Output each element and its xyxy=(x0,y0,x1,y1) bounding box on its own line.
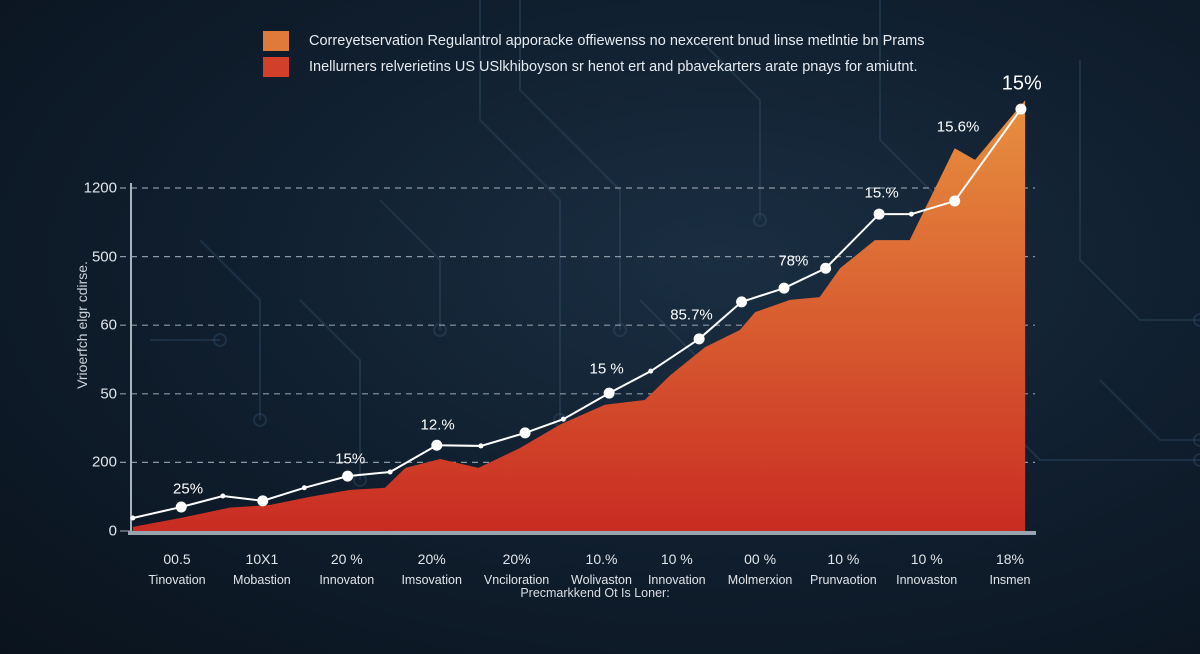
data-label: 15% xyxy=(1001,72,1042,95)
circuit-node xyxy=(213,333,227,347)
data-point xyxy=(693,333,705,345)
data-point xyxy=(820,262,832,274)
x-tick-label: 20% Vnciloration xyxy=(484,551,549,587)
x-tick-label: 18% Insmen xyxy=(990,551,1031,587)
x-tick-label: 10 % Innovaston xyxy=(896,551,957,587)
data-label: 12.% xyxy=(420,416,455,434)
data-point xyxy=(387,469,393,475)
data-label: 15.% xyxy=(864,184,899,202)
x-tick-label: 20% Imsovation xyxy=(401,551,461,587)
circuit-node xyxy=(433,323,447,337)
x-tick-value: 20% xyxy=(502,551,531,567)
x-tick-name: Innovation xyxy=(647,573,706,587)
circuit-trace xyxy=(379,199,441,330)
data-label: 15 % xyxy=(589,360,624,378)
y-tick-label: 60 xyxy=(100,316,117,334)
data-point xyxy=(908,211,914,217)
x-tick-name: Prunvaotion xyxy=(810,573,877,587)
x-tick-label: 00 % Molmerxion xyxy=(728,551,793,587)
data-point xyxy=(949,195,961,207)
x-tick-name: Innovaston xyxy=(896,573,958,587)
x-tick-label: 10.% Wolivaston xyxy=(571,551,632,587)
data-point xyxy=(648,368,654,374)
legend-swatch xyxy=(263,31,289,51)
area-series xyxy=(132,100,1026,531)
legend-item: Inellurners relverietins US USlkhiboyson… xyxy=(263,54,925,80)
circuit-node xyxy=(753,213,767,227)
data-point xyxy=(603,387,615,399)
data-label: 25% xyxy=(173,480,204,498)
y-tick-label: 0 xyxy=(108,522,117,540)
data-label: 15% xyxy=(335,450,366,468)
data-point xyxy=(342,470,354,482)
y-tick-label: 500 xyxy=(91,248,117,266)
data-point xyxy=(220,493,226,499)
x-tick-label: 10X1 Mobastion xyxy=(233,551,291,587)
x-tick-label: 20 % Innovaton xyxy=(319,551,374,587)
y-axis-title: Vrioerfch elgr cdirse. xyxy=(74,261,90,389)
x-tick-name: Insmen xyxy=(989,573,1031,587)
x-tick-value: 18% xyxy=(995,551,1025,567)
data-point xyxy=(431,439,443,451)
x-tick-name: Wolivaston xyxy=(571,573,632,587)
data-point xyxy=(519,427,531,439)
data-point xyxy=(873,208,885,220)
x-tick-value: 20% xyxy=(417,551,446,567)
legend-label: Correyetservation Regulantrol apporacke … xyxy=(309,33,925,49)
x-tick-name: Molmerxion xyxy=(727,573,793,587)
data-label: 85.7% xyxy=(670,306,713,324)
x-tick-name: Imsovation xyxy=(401,573,462,587)
x-tick-name: Tinovation xyxy=(148,573,206,587)
data-point xyxy=(478,443,484,449)
circuit-node xyxy=(1193,453,1200,467)
circuit-node xyxy=(1193,313,1200,327)
x-tick-value: 10.% xyxy=(585,551,618,567)
circuit-node xyxy=(253,413,267,427)
x-tick-value: 10 % xyxy=(910,551,943,567)
data-point xyxy=(560,416,566,422)
data-point xyxy=(175,501,187,513)
x-tick-name: Innovaton xyxy=(319,573,375,587)
circuit-trace xyxy=(299,299,361,480)
data-point xyxy=(1015,103,1027,115)
y-tick-label: 200 xyxy=(91,453,117,471)
circuit-trace xyxy=(519,0,621,330)
x-tick-label: 10 % Innovation xyxy=(648,551,706,587)
legend-label: Inellurners relverietins US USlkhiboyson… xyxy=(309,59,918,75)
legend-item: Correyetservation Regulantrol apporacke … xyxy=(263,28,925,54)
x-tick-value: 20 % xyxy=(330,551,363,567)
x-tick-label: 00.5 Tinovation xyxy=(148,551,205,587)
y-tick-label: 50 xyxy=(100,385,117,403)
x-tick-label: 10 % Prunvaotion xyxy=(810,551,877,587)
data-point xyxy=(736,296,748,308)
x-tick-value: 10 % xyxy=(660,551,693,567)
data-point xyxy=(778,282,790,294)
y-tick-label: 1200 xyxy=(83,179,117,197)
circuit-trace xyxy=(1099,379,1200,441)
data-label: 15.6% xyxy=(936,118,980,136)
circuit-trace xyxy=(1079,60,1200,321)
x-tick-name: Mobastion xyxy=(233,573,291,587)
x-tick-name: Vnciloration xyxy=(483,573,550,587)
x-tick-value: 00 % xyxy=(744,551,777,567)
legend-swatch xyxy=(263,57,289,77)
legend: Correyetservation Regulantrol apporacke … xyxy=(263,28,925,80)
circuit-trace xyxy=(479,0,561,420)
data-point xyxy=(301,485,307,491)
data-point xyxy=(130,515,136,521)
x-tick-value: 00.5 xyxy=(163,551,191,567)
circuit-trace xyxy=(199,239,261,420)
x-tick-value: 10X1 xyxy=(245,551,279,567)
circuit-node xyxy=(613,323,627,337)
circuit-trace xyxy=(699,39,761,220)
data-label: 78% xyxy=(778,252,809,270)
circuit-node xyxy=(1193,433,1200,447)
data-point xyxy=(257,495,269,507)
x-tick-value: 10 % xyxy=(827,551,860,567)
x-axis-title: Precmarkkend Ot Is Loner: xyxy=(520,586,670,600)
